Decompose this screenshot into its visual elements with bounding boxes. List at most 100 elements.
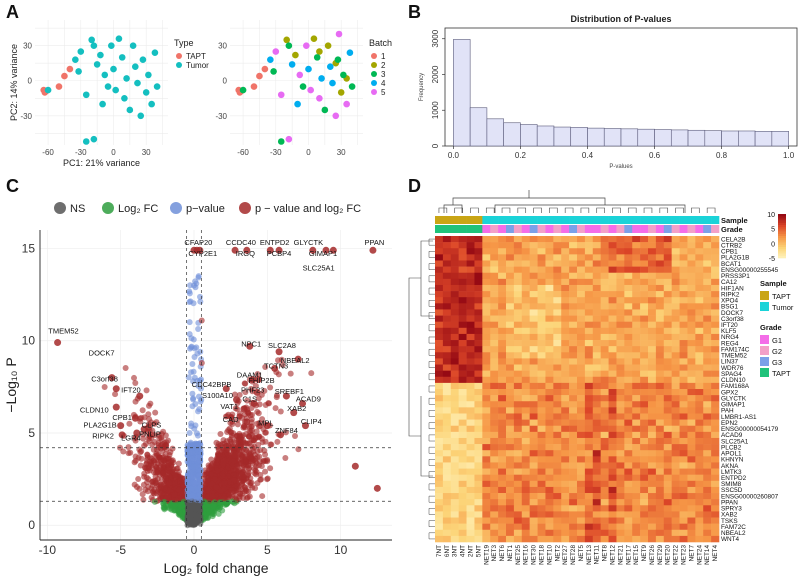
heatmap-cell xyxy=(608,376,617,384)
heatmap-cell xyxy=(655,450,665,457)
legend-label: Log₂ FC xyxy=(118,203,158,215)
heatmap-cell xyxy=(695,309,704,316)
highlight-point xyxy=(112,385,120,393)
heatmap-cell xyxy=(671,444,680,451)
heatmap-cell xyxy=(648,260,657,267)
data-point xyxy=(135,475,142,482)
data-point xyxy=(55,83,63,90)
legend-swatch xyxy=(371,62,377,68)
heatmap-cell xyxy=(687,248,696,255)
heatmap-cell xyxy=(711,413,720,420)
heatmap-cell xyxy=(577,333,586,341)
data-point xyxy=(249,460,256,467)
heatmap-cell xyxy=(537,395,546,402)
highlight-point xyxy=(243,418,251,426)
heatmap-cell xyxy=(648,419,657,427)
data-point xyxy=(137,449,144,456)
heatmap-cell xyxy=(663,248,672,255)
heatmap-cell xyxy=(474,327,483,335)
heatmap-cell xyxy=(679,437,688,445)
grade-annotation-cell xyxy=(640,225,649,233)
heatmap-cell xyxy=(608,340,617,347)
heatmap-cell xyxy=(442,358,452,365)
heatmap-cell xyxy=(545,431,554,439)
heatmap-cell xyxy=(529,278,538,286)
heatmap-cell xyxy=(640,364,649,371)
heatmap-cell xyxy=(640,444,649,451)
heatmap-cell xyxy=(569,401,578,408)
heatmap-cell xyxy=(498,254,507,261)
legend-swatch xyxy=(371,89,377,95)
heatmap-cell xyxy=(679,333,688,341)
heatmap-cell xyxy=(482,321,491,329)
heatmap-cell xyxy=(584,413,594,420)
heatmap-cell xyxy=(703,346,712,353)
heatmap-cell xyxy=(545,468,554,475)
column-dendrogram-branch xyxy=(612,207,621,213)
data-point xyxy=(132,380,139,387)
heatmap-cell xyxy=(537,425,546,433)
heatmap-cell xyxy=(584,284,594,292)
heatmap-cell xyxy=(561,315,570,322)
row-dendrogram-branch xyxy=(428,336,435,344)
heatmap-cell xyxy=(640,327,649,335)
data-point xyxy=(118,54,126,61)
gene-label: PHF23 xyxy=(241,385,264,394)
heatmap-cell xyxy=(679,284,688,292)
heatmap-cell xyxy=(513,291,523,298)
heatmap-cell xyxy=(655,346,665,353)
heatmap-cell xyxy=(600,376,609,384)
heatmap-cell xyxy=(600,291,609,298)
heatmap-cell xyxy=(561,236,570,243)
heatmap-cell xyxy=(561,266,570,274)
heatmap-cell xyxy=(632,370,641,378)
legend-label: NS xyxy=(70,203,85,215)
heatmap-cell xyxy=(671,260,680,267)
heatmap-cell xyxy=(458,468,467,475)
heatmap-cell xyxy=(537,309,546,316)
row-dendrogram-branch xyxy=(428,300,435,307)
heatmap-cell xyxy=(442,480,452,488)
heatmap-cell xyxy=(577,431,586,439)
heatmap-cell xyxy=(569,248,578,255)
heatmap-cell xyxy=(624,242,633,249)
data-point xyxy=(112,86,119,94)
heatmap-cell xyxy=(545,254,554,261)
heatmap-cell xyxy=(435,413,444,420)
heatmap-cell xyxy=(482,480,491,488)
grade-annotation-cell xyxy=(687,225,696,233)
heatmap-cell xyxy=(442,468,452,475)
heatmap-cell xyxy=(616,382,625,390)
heatmap-cell xyxy=(655,248,665,255)
row-dendrogram-branch xyxy=(428,434,435,442)
histogram-bar xyxy=(503,122,521,147)
gene-label: CLPS xyxy=(142,420,162,429)
heatmap-cell xyxy=(655,413,665,420)
heatmap-cell xyxy=(640,382,649,390)
heatmap-cell xyxy=(671,303,680,310)
heatmap-cell xyxy=(466,309,475,316)
data-point xyxy=(161,485,168,492)
heatmap-cell xyxy=(616,333,625,341)
grade-annotation-cell xyxy=(679,225,688,233)
sample-annotation-cell xyxy=(506,216,515,224)
heatmap-cell xyxy=(703,266,712,274)
heatmap-cell xyxy=(482,456,491,463)
heatmap-cell xyxy=(561,333,570,341)
heatmap-cell xyxy=(490,407,499,414)
heatmap-cell xyxy=(513,425,523,433)
heatmap-cell xyxy=(498,437,507,445)
heatmap-cell xyxy=(648,425,657,433)
heatmap-cell xyxy=(569,352,578,359)
heatmap-cell xyxy=(655,437,665,445)
data-point xyxy=(126,106,134,114)
row-dendrogram-branch xyxy=(428,471,435,478)
heatmap-cell xyxy=(655,376,665,384)
x-tick-label: -60 xyxy=(237,148,249,157)
histogram-bar xyxy=(687,129,706,147)
heatmap-cell xyxy=(561,321,570,329)
heatmap-cell xyxy=(687,395,696,402)
heatmap-cell xyxy=(687,419,696,427)
legend-label: 5 xyxy=(381,88,386,97)
heatmap-cell xyxy=(513,309,523,316)
